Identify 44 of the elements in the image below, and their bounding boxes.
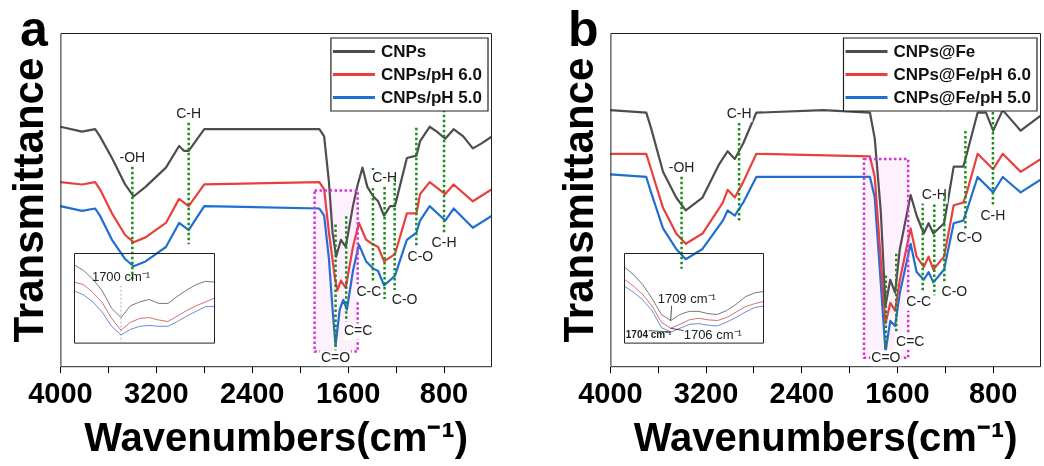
- x-axis-title: Wavenumbers(cm⁻¹): [84, 415, 469, 460]
- annotation: 1709 cm⁻¹: [657, 291, 717, 307]
- x-tick-label: 800: [968, 376, 1018, 409]
- ref-line-label: C-O: [407, 247, 434, 264]
- ref-line-label: C-O: [941, 283, 968, 300]
- ref-line-label: C=O: [320, 349, 351, 366]
- legend-label: CNPs@Fe/pH 5.0: [893, 88, 1032, 108]
- legend-label: CNPs: [380, 42, 427, 62]
- ref-line-label: C=C: [344, 322, 373, 339]
- legend-label: CNPs@Fe: [893, 42, 976, 62]
- ref-line-label: C-O: [391, 290, 418, 307]
- x-tick-label: 1600: [315, 376, 381, 409]
- legend-label: CNPs/pH 6.0: [380, 65, 483, 85]
- x-tick-label: 4000: [578, 376, 643, 409]
- ref-line-label: C=C: [896, 332, 925, 349]
- ref-line-label: C-H: [980, 207, 1006, 224]
- ref-line-label: C-H: [921, 186, 947, 203]
- chart-title: a: [20, 1, 49, 57]
- ref-line-label: C-C: [906, 293, 932, 310]
- annotation: 1704 cm⁻¹: [625, 329, 673, 341]
- x-tick-label: 4000: [28, 376, 93, 409]
- x-tick-label: 2400: [219, 376, 285, 409]
- ref-line-label: C=O: [871, 349, 901, 366]
- x-tick-label: 1600: [865, 376, 930, 409]
- ref-line-label: C-H: [431, 234, 457, 251]
- ref-line-label: C-C: [356, 283, 382, 300]
- x-tick-label: 2400: [769, 376, 835, 409]
- x-tick-label: 3200: [673, 376, 739, 409]
- ref-line-label: C-H: [176, 104, 202, 121]
- legend-label: CNPs/pH 5.0: [380, 88, 483, 108]
- ref-line-label: C-H: [372, 168, 398, 185]
- x-tick-label: 3200: [124, 376, 189, 409]
- y-axis-title: Transmittance: [4, 57, 52, 343]
- ref-line-label: -OH: [668, 158, 695, 175]
- chart-title: b: [568, 1, 599, 57]
- y-axis-title: Transmittance: [554, 57, 602, 343]
- legend-label: CNPs@Fe/pH 6.0: [893, 65, 1032, 85]
- ref-line-label: C-H: [726, 104, 752, 121]
- ref-line-label: C-O: [956, 229, 983, 246]
- annotation: 1700 cm⁻¹: [91, 269, 151, 285]
- x-tick-label: 800: [419, 376, 469, 409]
- x-axis-title: Wavenumbers(cm⁻¹): [633, 415, 1018, 460]
- ref-line-label: -OH: [119, 148, 146, 165]
- annotation: 1706 cm⁻¹: [683, 327, 743, 343]
